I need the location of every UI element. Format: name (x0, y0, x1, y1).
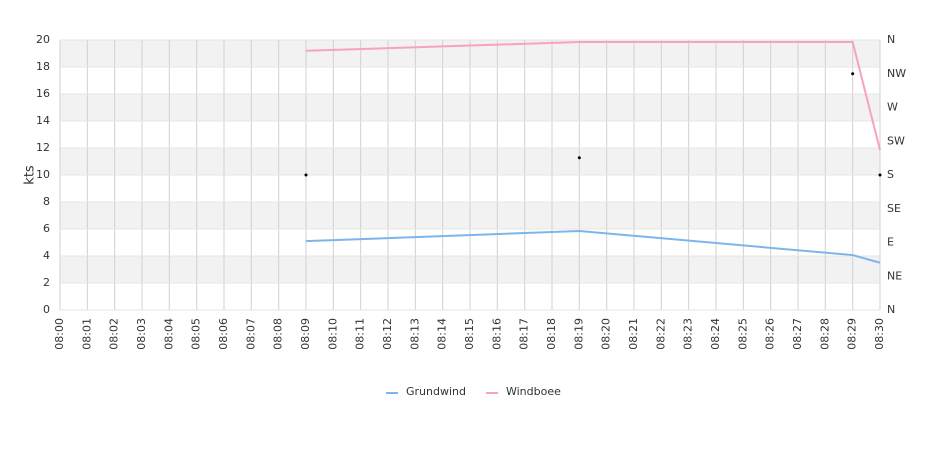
y2-tick-label: S (887, 168, 894, 181)
legend: Grundwind Windboee (386, 385, 561, 398)
direction-point (878, 173, 882, 177)
x-tick-label: 08:15 (463, 318, 476, 350)
x-tick-label: 08:28 (818, 318, 831, 350)
x-tick-label: 08:21 (627, 318, 640, 350)
x-tick-label: 08:12 (381, 318, 394, 350)
y-tick-label: 18 (36, 60, 50, 73)
y-tick-label: 14 (36, 114, 50, 127)
x-tick-label: 08:16 (490, 318, 503, 350)
legend-label: Windboee (506, 385, 561, 398)
y-tick-label: 20 (36, 33, 50, 46)
legend-label: Grundwind (406, 385, 466, 398)
x-tick-label: 08:20 (600, 318, 613, 350)
y2-tick-label: N (887, 303, 895, 316)
y-tick-label: 16 (36, 87, 50, 100)
x-tick-label: 08:29 (846, 318, 859, 350)
x-tick-label: 08:19 (572, 318, 585, 350)
legend-item[interactable]: Windboee (485, 385, 561, 398)
x-tick-label: 08:00 (53, 318, 66, 350)
x-tick-label: 08:11 (354, 318, 367, 350)
legend-item[interactable]: Grundwind (386, 385, 466, 398)
direction-point (304, 173, 308, 177)
x-tick-label: 08:04 (162, 318, 175, 350)
line (305, 230, 881, 264)
x-tick-label: 08:17 (518, 318, 531, 350)
x-tick-label: 08:25 (736, 318, 749, 350)
y-tick-label: 2 (43, 276, 50, 289)
x-tick-label: 08:23 (682, 318, 695, 350)
x-tick-label: 08:06 (217, 318, 230, 350)
x-tick-label: 08:02 (108, 318, 121, 350)
x-tick-label: 08:26 (764, 318, 777, 350)
x-tick-label: 08:10 (326, 318, 339, 350)
y-tick-label: 6 (43, 222, 50, 235)
x-tick-label: 08:30 (873, 318, 886, 350)
direction-point (577, 156, 581, 160)
x-tick-label: 08:24 (709, 318, 722, 350)
y2-tick-label: E (887, 236, 894, 249)
x-tick-label: 08:09 (299, 318, 312, 350)
y2-tick-label: NE (887, 269, 902, 282)
x-tick-label: 08:07 (244, 318, 257, 350)
y-tick-label: 12 (36, 141, 50, 154)
x-tick-label: 08:13 (408, 318, 421, 350)
y2-tick-label: N (887, 33, 895, 46)
x-tick-label: 08:03 (135, 318, 148, 350)
line (305, 41, 881, 151)
x-tick-label: 08:01 (80, 318, 93, 350)
x-tick-label: 08:08 (272, 318, 285, 350)
y-axis-label: kts (23, 165, 38, 185)
y-tick-label: 0 (43, 303, 50, 316)
y2-tick-label: SW (887, 134, 905, 147)
y2-tick-label: SE (887, 202, 901, 215)
x-tick-label: 08:27 (791, 318, 804, 350)
y2-tick-label: NW (887, 67, 906, 80)
x-tick-label: 08:05 (190, 318, 203, 350)
x-tick-label: 08:14 (436, 318, 449, 350)
x-tick-label: 08:18 (545, 318, 558, 350)
x-tick-label: 08:22 (654, 318, 667, 350)
y-tick-label: 4 (43, 249, 50, 262)
y-tick-label: 10 (36, 168, 50, 181)
y-tick-label: 8 (43, 195, 50, 208)
y2-tick-label: W (887, 101, 898, 114)
direction-point (851, 72, 855, 76)
